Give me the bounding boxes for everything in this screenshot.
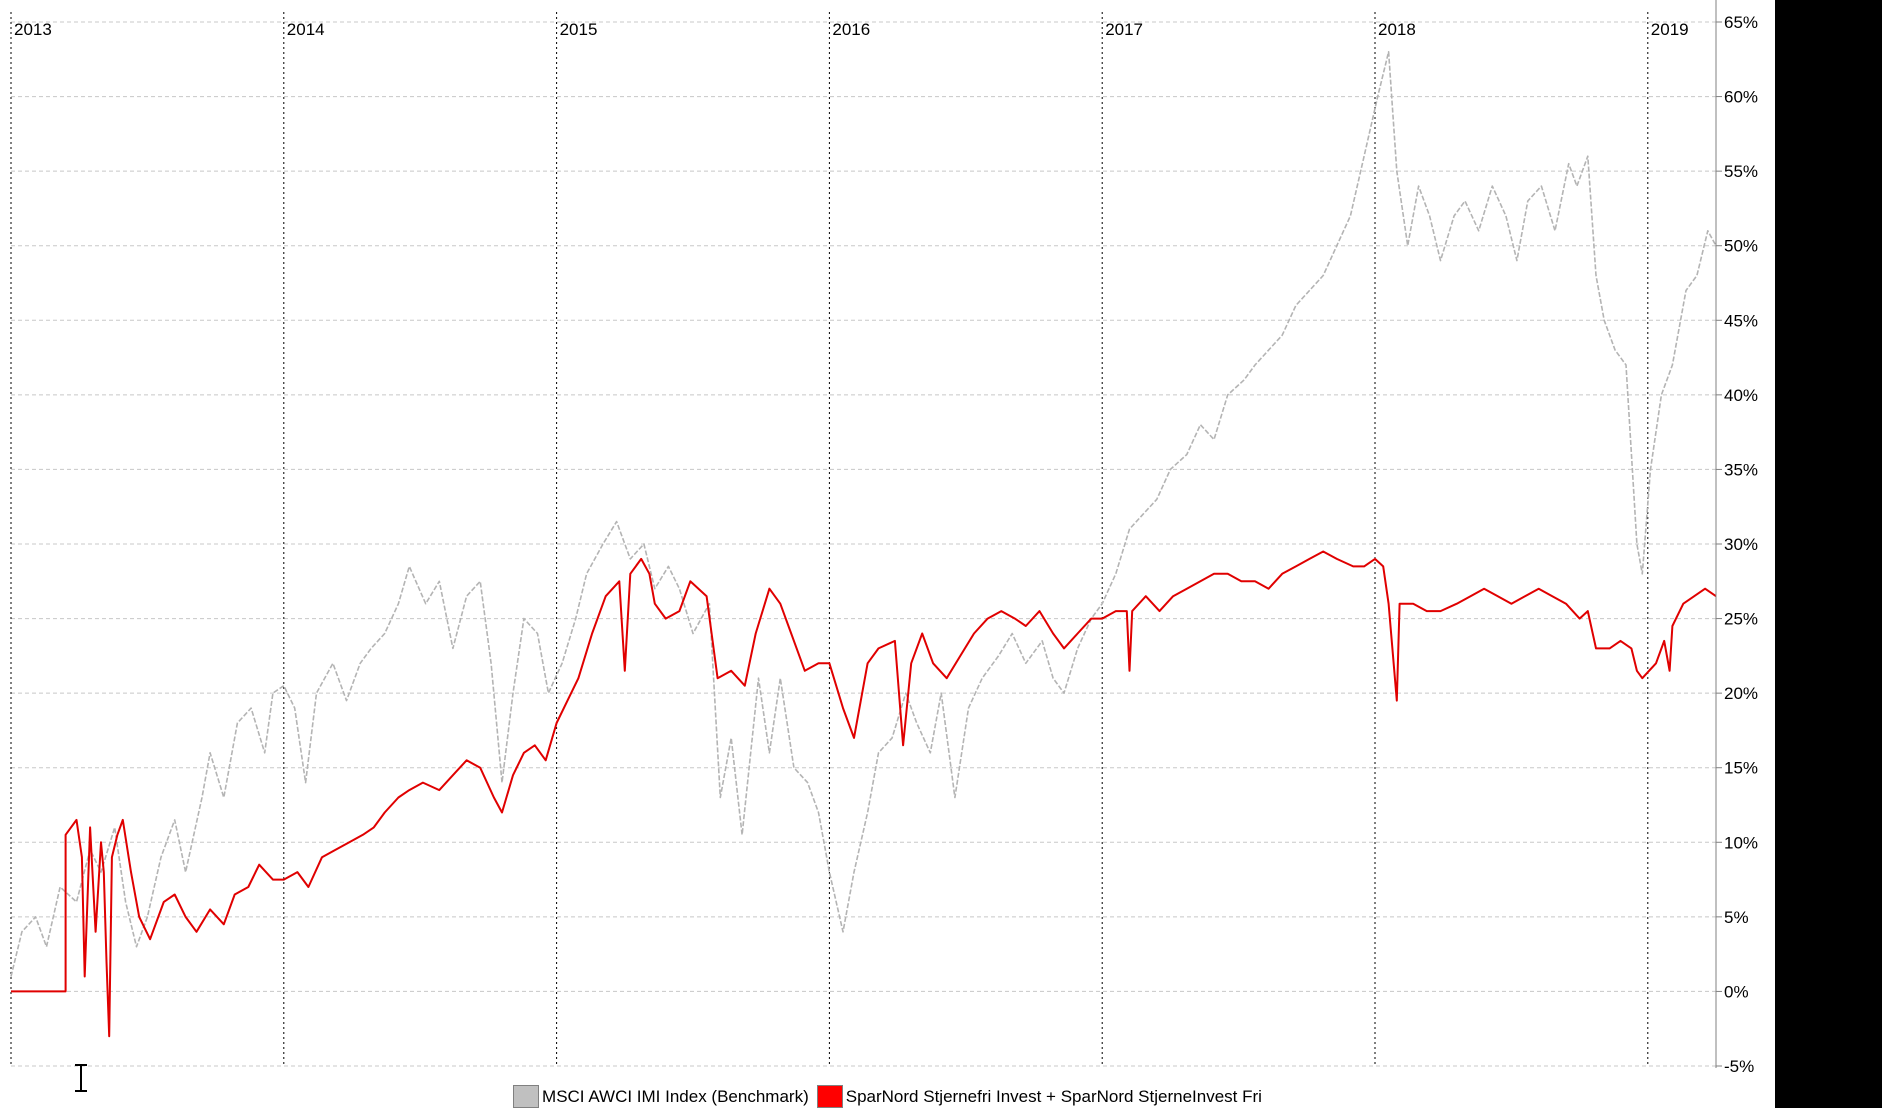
- series-line-benchmark: [10, 50, 1717, 977]
- y-tick-label: -5%: [1724, 1057, 1754, 1076]
- y-tick-label: 35%: [1724, 460, 1758, 479]
- x-axis-tick-labels: 2013 2014 2015 2016 2017 2018 2019: [14, 20, 1689, 39]
- x-tick-label: 2017: [1105, 20, 1143, 39]
- y-tick-label: 60%: [1724, 88, 1758, 107]
- y-tick-label: 15%: [1724, 759, 1758, 778]
- y-tick-label: 40%: [1724, 386, 1758, 405]
- y-tick-label: 45%: [1724, 311, 1758, 330]
- x-tick-label: 2015: [560, 20, 598, 39]
- y-tick-label: 0%: [1724, 982, 1749, 1001]
- legend-label-benchmark: MSCI AWCI IMI Index (Benchmark): [542, 1086, 809, 1106]
- y-tick-label: 20%: [1724, 684, 1758, 703]
- y-tick-label: 30%: [1724, 535, 1758, 554]
- y-tick-label: 65%: [1724, 13, 1758, 32]
- x-tick-label: 2019: [1651, 20, 1689, 39]
- x-tick-label: 2013: [14, 20, 52, 39]
- legend-item-sparnord[interactable]: SparNord Stjernefri Invest + SparNord St…: [816, 1085, 1262, 1108]
- y-tick-label: 5%: [1724, 908, 1749, 927]
- legend-swatch-sparnord: [816, 1085, 843, 1108]
- x-tick-label: 2016: [832, 20, 870, 39]
- y-tick-label: 50%: [1724, 237, 1758, 256]
- text-cursor-icon: [75, 1064, 87, 1092]
- black-side-panel: [1775, 0, 1882, 1108]
- chart-legend: MSCI AWCI IMI Index (Benchmark) SparNord…: [0, 1085, 1775, 1108]
- y-tick-label: 55%: [1724, 162, 1758, 181]
- x-tick-label: 2018: [1378, 20, 1416, 39]
- series-layer: [10, 50, 1717, 1038]
- legend-swatch-benchmark: [513, 1085, 540, 1108]
- y-axis-tick-labels: 65% 60% 55% 50% 45% 40% 35% 30% 25% 20% 15% 10% 5% 0%…: [1724, 13, 1758, 1076]
- x-tick-label: 2014: [287, 20, 325, 39]
- vertical-gridlines: [10, 12, 1649, 1066]
- horizontal-gridlines: [11, 21, 1722, 1067]
- legend-item-benchmark[interactable]: MSCI AWCI IMI Index (Benchmark): [513, 1085, 809, 1108]
- y-tick-label: 10%: [1724, 833, 1758, 852]
- legend-label-sparnord: SparNord Stjernefri Invest + SparNord St…: [845, 1086, 1262, 1106]
- y-tick-label: 25%: [1724, 610, 1758, 629]
- series-line-sparnord: [11, 550, 1717, 1038]
